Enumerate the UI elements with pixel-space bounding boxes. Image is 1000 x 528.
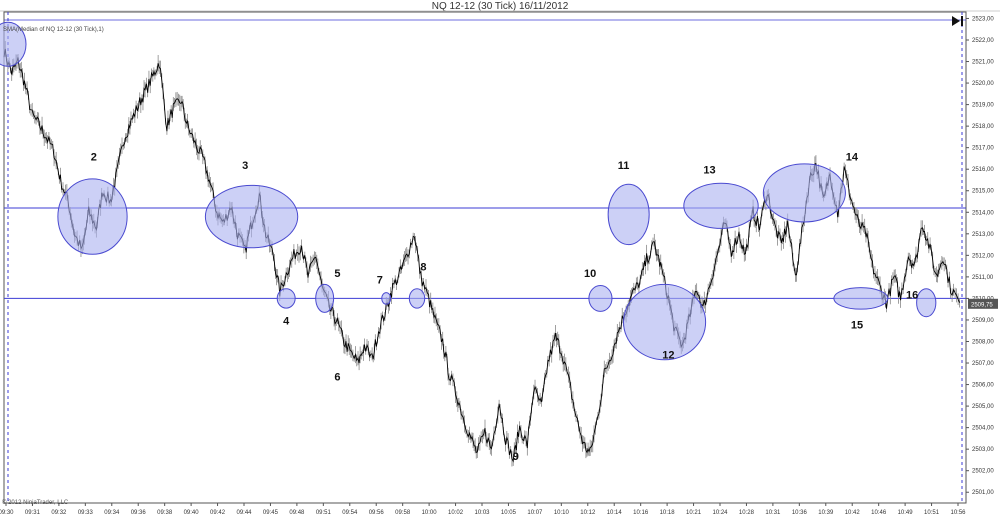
annotation-label-14: 14 [846,152,859,164]
x-tick-label: 09:42 [210,510,226,516]
x-tick-label: 09:56 [369,510,385,516]
x-tick-label: 10:02 [448,510,464,516]
y-tick-label: 2514,00 [972,210,994,216]
annotation-ellipse-13 [683,182,759,229]
x-tick-label: 10:18 [660,510,676,516]
annotation-ellipse-2 [57,178,128,255]
annotation-ellipse-16 [916,288,937,318]
scroll-end-icon[interactable] [952,16,960,26]
annotation-label-6: 6 [334,371,340,383]
price-marker-box [968,298,998,309]
y-tick-label: 2503,00 [972,447,994,453]
x-tick-label: 10:39 [818,510,834,516]
x-tick-label: 10:36 [792,510,808,516]
annotation-label-12: 12 [662,350,674,362]
annotation-ellipse-1 [0,21,27,67]
x-tick-label: 09:30 [0,510,14,516]
y-tick-label: 2523,00 [972,16,994,22]
x-tick-label: 10:28 [739,510,755,516]
plot-frame [3,11,967,504]
price-line [3,48,961,463]
x-tick-label: 10:12 [580,510,596,516]
y-tick-label: 2513,00 [972,232,994,238]
annotation-label-11: 11 [618,160,630,172]
y-tick-label: 2501,00 [972,490,994,496]
price-marker-label: 2509,75 [971,302,993,308]
x-tick-label: 10:46 [871,510,887,516]
y-tick-label: 2508,00 [972,339,994,345]
x-tick-label: 09:40 [184,510,200,516]
x-tick-label: 10:14 [607,510,623,516]
y-tick-label: 2506,00 [972,383,994,389]
annotation-ellipse-12 [623,283,707,361]
x-tick-label: 09:34 [104,510,120,516]
x-tick-label: 10:05 [501,510,517,516]
annotation-ellipse-4 [276,288,296,309]
x-tick-label: 09:33 [78,510,94,516]
y-tick-label: 2520,00 [972,81,994,87]
x-tick-label: 10:07 [527,510,543,516]
y-tick-label: 2511,00 [972,275,994,281]
x-tick-label: 10:42 [845,510,861,516]
annotation-ellipse-10 [588,284,613,312]
annotation-ellipse-8 [408,288,426,309]
x-tick-label: 10:03 [474,510,490,516]
y-tick-label: 2522,00 [972,38,994,44]
x-tick-label: 09:36 [131,510,147,516]
chart-title: NQ 12-12 (30 Tick) 16/11/2012 [431,1,569,12]
annotation-ellipse-14 [762,163,846,223]
x-tick-label: 10:00 [422,510,438,516]
x-tick-label: 09:31 [25,510,41,516]
x-tick-label: 10:21 [686,510,702,516]
x-tick-label: 09:32 [51,510,67,516]
y-tick-label: 2517,00 [972,146,994,152]
x-tick-label: 10:51 [924,510,940,516]
x-tick-label: 10:31 [765,510,781,516]
annotation-label-5: 5 [334,268,340,280]
x-tick-label: 09:45 [263,510,279,516]
annotation-ellipse-3 [204,184,299,249]
x-tick-label: 09:58 [395,510,411,516]
y-tick-label: 2502,00 [972,469,994,475]
x-tick-label: 09:54 [342,510,358,516]
x-tick-label: 09:44 [236,510,252,516]
x-tick-label: 09:48 [289,510,305,516]
series-label: SMA(Median of NQ 12-12 (30 Tick),1) [3,27,104,33]
x-tick-label: 10:49 [898,510,914,516]
y-tick-label: 2512,00 [972,253,994,259]
x-tick-label: 09:51 [316,510,332,516]
x-tick-label: 10:16 [633,510,649,516]
annotation-label-9: 9 [513,451,519,463]
annotation-ellipse-15 [833,287,889,310]
y-tick-label: 2518,00 [972,124,994,130]
y-tick-label: 2507,00 [972,361,994,367]
copyright-text: © 2012 NinjaTrader, LLC [2,500,69,506]
annotation-label-3: 3 [242,160,248,172]
y-tick-label: 2519,00 [972,103,994,109]
y-tick-label: 2516,00 [972,167,994,173]
x-tick-label: 10:56 [950,510,966,516]
x-tick-label: 10:10 [554,510,570,516]
annotation-label-2: 2 [91,152,97,164]
y-tick-label: 2509,00 [972,318,994,324]
annotation-ellipse-7 [381,292,392,305]
annotation-label-16: 16 [906,289,918,301]
y-tick-label: 2515,00 [972,189,994,195]
y-tick-label: 2504,00 [972,426,994,432]
annotation-ellipse-5 [315,283,335,313]
x-tick-label: 10:24 [712,510,728,516]
annotation-label-10: 10 [584,268,596,280]
x-tick-label: 09:38 [157,510,173,516]
y-tick-label: 2521,00 [972,60,994,66]
annotation-label-7: 7 [377,274,383,286]
y-tick-label: 2505,00 [972,404,994,410]
scroll-end-bar-icon[interactable] [961,16,963,26]
annotation-label-15: 15 [851,320,863,332]
annotation-label-8: 8 [420,261,426,273]
annotation-label-4: 4 [283,315,290,327]
annotation-ellipse-11 [607,183,650,246]
annotation-label-13: 13 [703,165,715,177]
